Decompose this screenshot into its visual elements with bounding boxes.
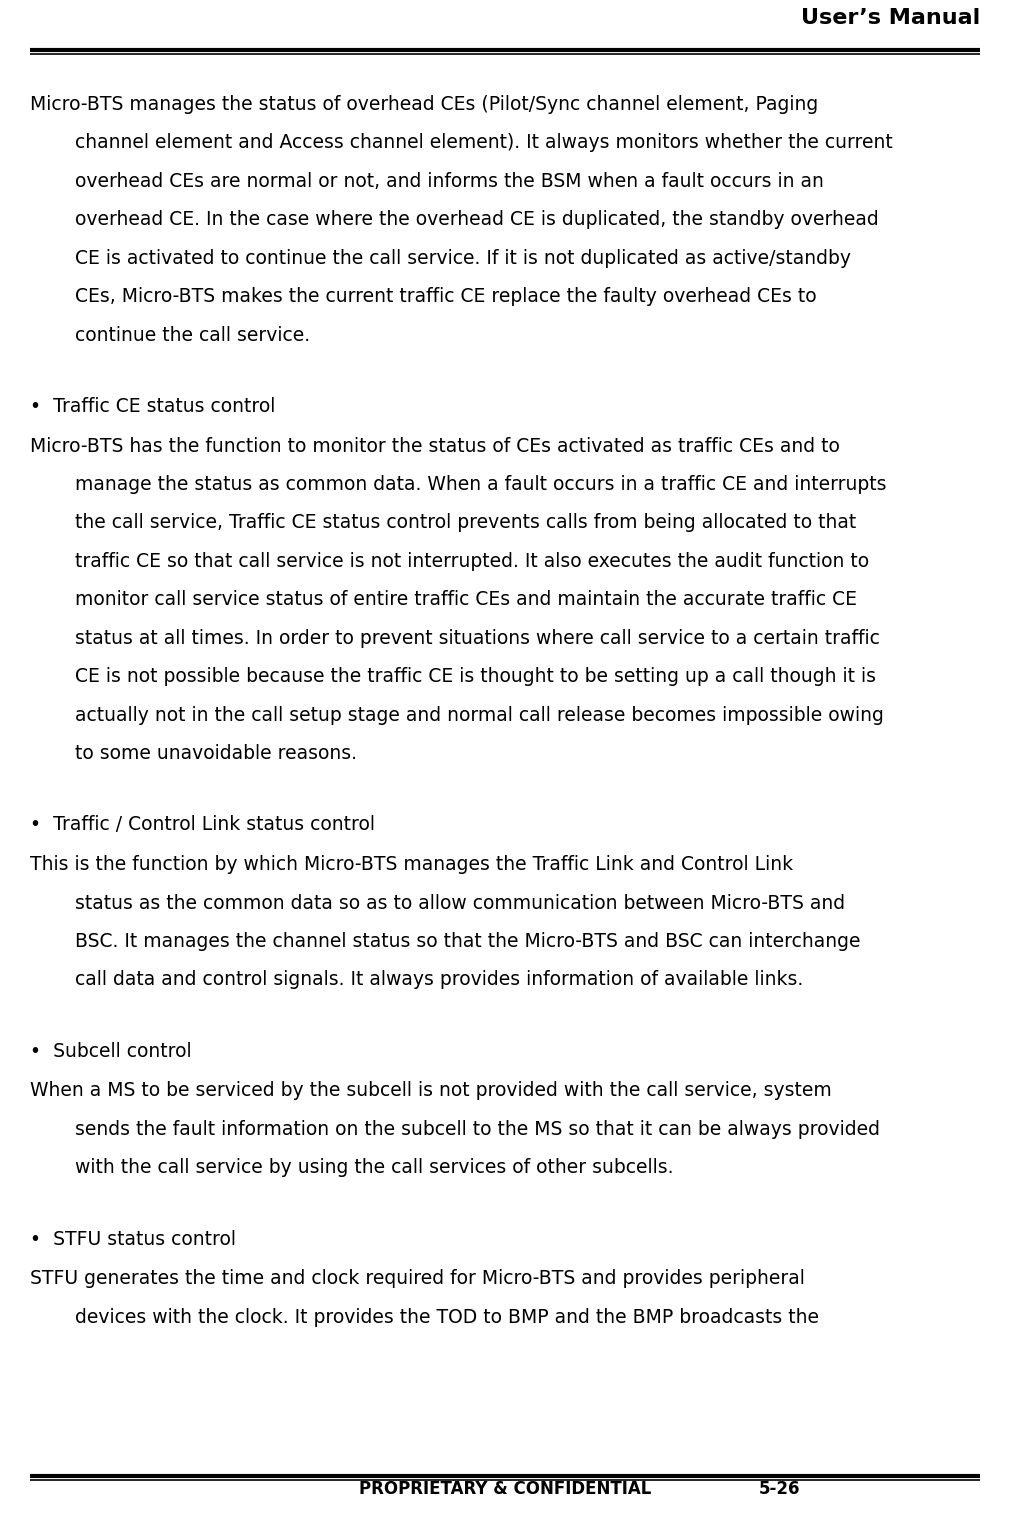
Text: with the call service by using the call services of other subcells.: with the call service by using the call … bbox=[75, 1158, 674, 1178]
Text: Micro-BTS has the function to monitor the status of CEs activated as traffic CEs: Micro-BTS has the function to monitor th… bbox=[30, 437, 840, 456]
Text: CE is activated to continue the call service. If it is not duplicated as active/: CE is activated to continue the call ser… bbox=[75, 249, 851, 268]
Text: sends the fault information on the subcell to the MS so that it can be always pr: sends the fault information on the subce… bbox=[75, 1120, 880, 1139]
Text: •  Subcell control: • Subcell control bbox=[30, 1041, 192, 1061]
Text: manage the status as common data. When a fault occurs in a traffic CE and interr: manage the status as common data. When a… bbox=[75, 475, 887, 494]
Text: CEs, Micro-BTS makes the current traffic CE replace the faulty overhead CEs to: CEs, Micro-BTS makes the current traffic… bbox=[75, 287, 817, 306]
Text: channel element and Access channel element). It always monitors whether the curr: channel element and Access channel eleme… bbox=[75, 133, 893, 153]
Text: devices with the clock. It provides the TOD to BMP and the BMP broadcasts the: devices with the clock. It provides the … bbox=[75, 1308, 819, 1326]
Text: PROPRIETARY & CONFIDENTIAL: PROPRIETARY & CONFIDENTIAL bbox=[359, 1480, 651, 1498]
Text: overhead CE. In the case where the overhead CE is duplicated, the standby overhe: overhead CE. In the case where the overh… bbox=[75, 211, 879, 229]
Text: to some unavoidable reasons.: to some unavoidable reasons. bbox=[75, 744, 357, 763]
Text: actually not in the call setup stage and normal call release becomes impossible : actually not in the call setup stage and… bbox=[75, 705, 884, 725]
Text: call data and control signals. It always provides information of available links: call data and control signals. It always… bbox=[75, 970, 803, 990]
Text: •  Traffic / Control Link status control: • Traffic / Control Link status control bbox=[30, 816, 375, 834]
Text: CE is not possible because the traffic CE is thought to be setting up a call tho: CE is not possible because the traffic C… bbox=[75, 667, 876, 687]
Text: the call service, Traffic CE status control prevents calls from being allocated : the call service, Traffic CE status cont… bbox=[75, 514, 856, 532]
Text: status as the common data so as to allow communication between Micro-BTS and: status as the common data so as to allow… bbox=[75, 893, 845, 913]
Text: STFU generates the time and clock required for Micro-BTS and provides peripheral: STFU generates the time and clock requir… bbox=[30, 1269, 805, 1289]
Text: 5-26: 5-26 bbox=[760, 1480, 801, 1498]
Text: traffic CE so that call service is not interrupted. It also executes the audit f: traffic CE so that call service is not i… bbox=[75, 552, 870, 572]
Text: •  STFU status control: • STFU status control bbox=[30, 1229, 236, 1249]
Text: overhead CEs are normal or not, and informs the BSM when a fault occurs in an: overhead CEs are normal or not, and info… bbox=[75, 171, 824, 191]
Text: status at all times. In order to prevent situations where call service to a cert: status at all times. In order to prevent… bbox=[75, 629, 880, 647]
Text: When a MS to be serviced by the subcell is not provided with the call service, s: When a MS to be serviced by the subcell … bbox=[30, 1081, 832, 1101]
Text: BSC. It manages the channel status so that the Micro-BTS and BSC can interchange: BSC. It manages the channel status so th… bbox=[75, 932, 861, 951]
Text: This is the function by which Micro-BTS manages the Traffic Link and Control Lin: This is the function by which Micro-BTS … bbox=[30, 855, 793, 875]
Text: •  Traffic CE status control: • Traffic CE status control bbox=[30, 397, 276, 415]
Text: continue the call service.: continue the call service. bbox=[75, 326, 310, 344]
Text: monitor call service status of entire traffic CEs and maintain the accurate traf: monitor call service status of entire tr… bbox=[75, 590, 857, 609]
Text: User’s Manual: User’s Manual bbox=[801, 8, 980, 27]
Text: Micro-BTS manages the status of overhead CEs (Pilot/Sync channel element, Paging: Micro-BTS manages the status of overhead… bbox=[30, 96, 818, 114]
